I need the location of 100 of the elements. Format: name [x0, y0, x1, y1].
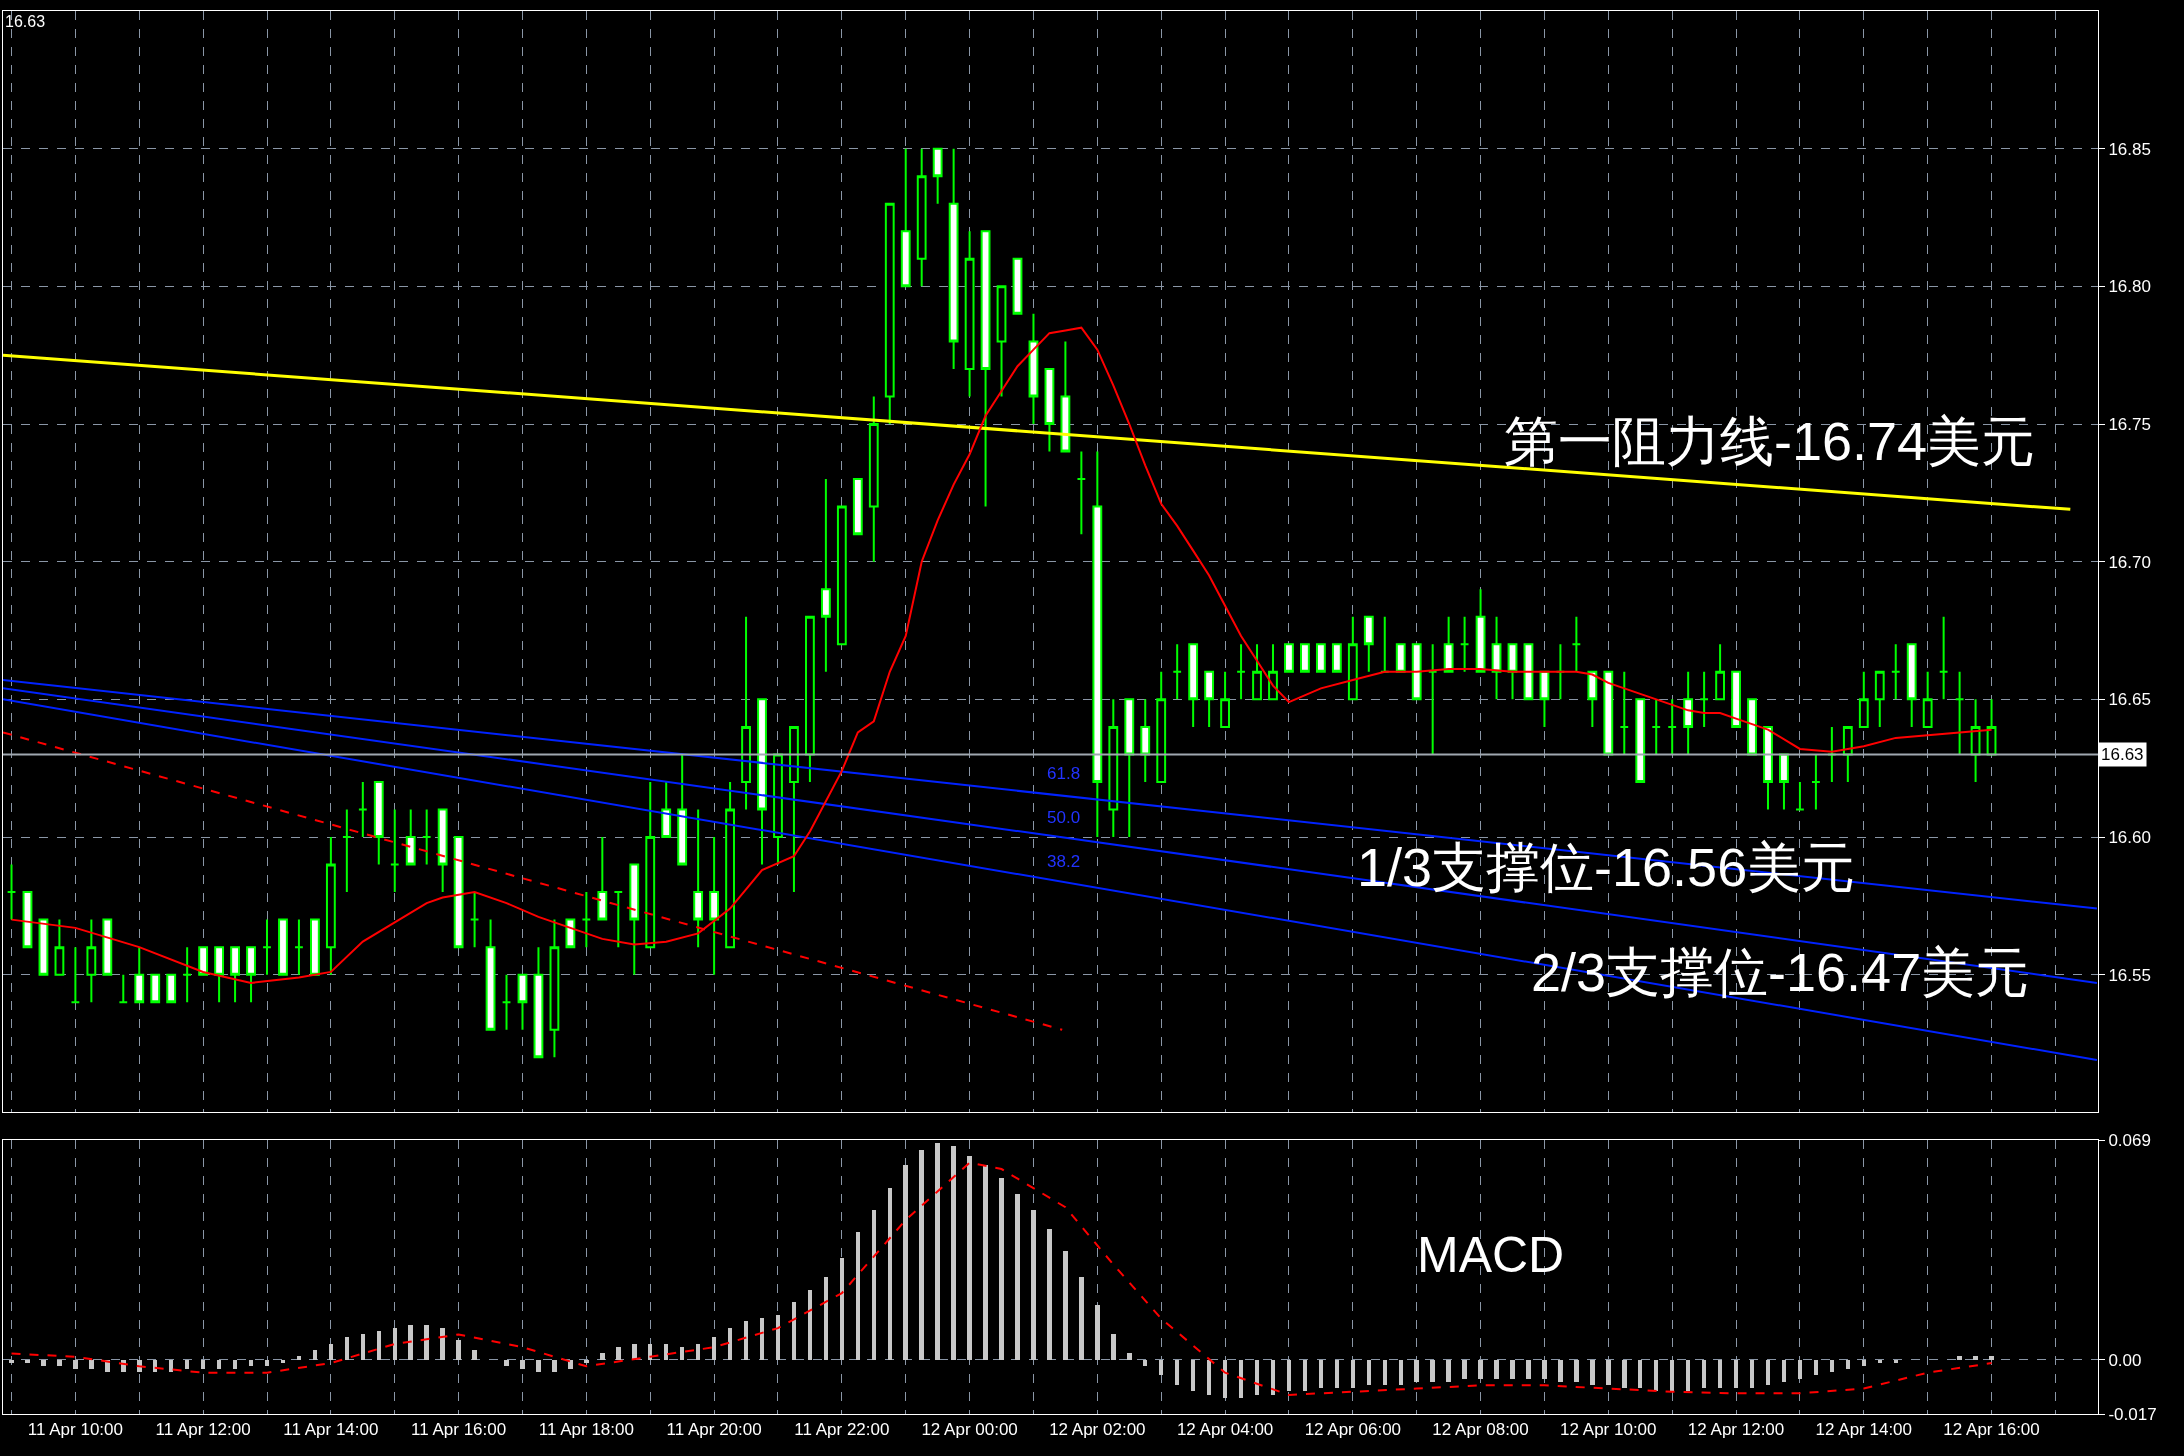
- y-tick-label: 16.55: [2108, 965, 2151, 985]
- candlestick: [1028, 312, 1039, 426]
- x-tick-label: 12 Apr 04:00: [1176, 1420, 1274, 1440]
- candlestick: [964, 230, 975, 398]
- candlestick: [405, 808, 416, 866]
- candlestick: [421, 808, 432, 866]
- x-tick-label: 12 Apr 16:00: [1943, 1420, 2040, 1440]
- bar: [1718, 1360, 1722, 1389]
- bar: [25, 1360, 30, 1364]
- candlestick: [1922, 670, 1933, 728]
- bar: [1638, 1360, 1642, 1389]
- y-tick-label: 16.65: [2108, 690, 2151, 710]
- bar: [856, 1232, 860, 1361]
- bar: [361, 1334, 365, 1361]
- candlestick: [1890, 643, 1901, 701]
- candlestick: [1906, 643, 1917, 728]
- candlestick: [565, 918, 576, 949]
- x-tick-label: 11 Apr 18:00: [538, 1420, 634, 1440]
- bar: [935, 1143, 940, 1361]
- candlestick: [1603, 670, 1614, 756]
- bar: [696, 1344, 700, 1361]
- bar: [41, 1360, 46, 1367]
- candlestick: [469, 891, 480, 949]
- bar: [153, 1360, 157, 1373]
- bar: [1973, 1356, 1978, 1361]
- annotation: 61.8: [1047, 764, 1081, 783]
- bar: [313, 1350, 317, 1361]
- x-tick-label: 12 Apr 10:00: [1560, 1420, 1657, 1440]
- x-tick-label: 12 Apr 00:00: [921, 1420, 1018, 1440]
- bar: [424, 1325, 429, 1361]
- bar: [504, 1360, 509, 1367]
- y-tick-label: -0.017: [2108, 1404, 2157, 1424]
- candlestick: [1220, 670, 1230, 728]
- bar: [999, 1178, 1004, 1361]
- x-tick-label: 12 Apr 14:00: [1815, 1420, 1913, 1440]
- candlestick: [661, 780, 672, 839]
- bar: [1494, 1360, 1499, 1380]
- bar: [472, 1350, 477, 1361]
- bar: [1287, 1360, 1291, 1392]
- candlestick: [1012, 257, 1023, 315]
- candlestick: [437, 808, 448, 894]
- candlestick: [1763, 725, 1773, 811]
- candlestick: [1395, 643, 1406, 673]
- bar: [1207, 1360, 1211, 1396]
- y-tick-label: 16.80: [2108, 277, 2151, 297]
- candlestick: [1587, 670, 1598, 728]
- candlestick: [900, 147, 911, 288]
- annotation: 第一阻力线-16.74美元: [1504, 411, 2036, 471]
- candlestick: [1236, 643, 1246, 701]
- candlestick: [948, 147, 959, 370]
- bar: [1335, 1360, 1339, 1389]
- candlestick: [581, 891, 592, 949]
- bar: [1446, 1360, 1451, 1383]
- candlestick: [1060, 340, 1071, 453]
- bar: [1239, 1360, 1243, 1399]
- bar: [1622, 1360, 1627, 1389]
- candlestick: [932, 147, 943, 205]
- x-tick-label: 11 Apr 14:00: [283, 1420, 379, 1440]
- bar: [520, 1360, 525, 1370]
- candlestick: [1140, 698, 1151, 783]
- bar: [1558, 1360, 1563, 1383]
- candlestick: [1699, 670, 1710, 728]
- candlestick: [1874, 670, 1885, 728]
- bar: [808, 1290, 812, 1361]
- candlestick: [310, 918, 320, 976]
- candlestick: [1715, 643, 1725, 701]
- candlestick: [166, 973, 177, 1004]
- candlestick: [70, 946, 81, 1004]
- candlestick: [1779, 753, 1789, 811]
- bar: [1574, 1360, 1579, 1383]
- candlestick: [1252, 643, 1262, 701]
- x-tick-label: 12 Apr 12:00: [1687, 1420, 1785, 1440]
- bar: [1766, 1360, 1770, 1386]
- x-tick-label: 11 Apr 12:00: [155, 1420, 251, 1440]
- bar: [393, 1328, 397, 1361]
- bar: [1462, 1360, 1467, 1380]
- candlestick: [1076, 450, 1087, 536]
- candlestick: [1954, 670, 1965, 756]
- y-tick-label: 16.75: [2108, 414, 2151, 434]
- bar: [616, 1347, 621, 1361]
- bar: [600, 1353, 605, 1361]
- bar: [1590, 1360, 1595, 1386]
- candlestick: [230, 946, 240, 1004]
- candlestick: [1172, 643, 1183, 701]
- bar: [903, 1165, 908, 1361]
- bar: [584, 1360, 589, 1364]
- bar: [1830, 1360, 1834, 1373]
- candlestick: [1810, 753, 1821, 811]
- bar: [1542, 1360, 1547, 1380]
- bar: [664, 1344, 668, 1361]
- candlestick: [996, 285, 1007, 398]
- bar: [408, 1325, 413, 1361]
- bar: [217, 1360, 221, 1370]
- bar: [1367, 1360, 1371, 1386]
- y-tick-label: 16.60: [2108, 827, 2151, 847]
- bar: [536, 1360, 541, 1373]
- candlestick: [1619, 670, 1630, 756]
- candlestick: [677, 753, 688, 866]
- bar: [1957, 1356, 1962, 1361]
- bar: [297, 1356, 301, 1361]
